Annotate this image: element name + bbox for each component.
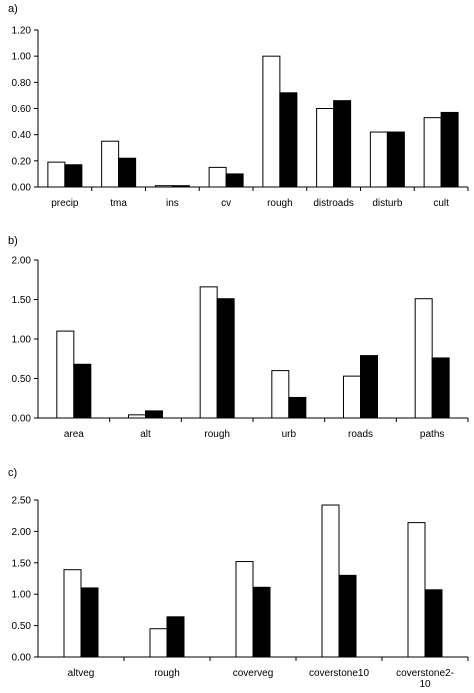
category-label: alt <box>140 429 151 440</box>
bar-black <box>279 92 298 188</box>
panel-label: b) <box>8 235 18 247</box>
y-tick-label: 2.00 <box>12 527 32 538</box>
bar-black <box>166 616 185 658</box>
bar-white <box>316 108 335 188</box>
bar-white <box>235 561 254 658</box>
y-tick-label: 0.80 <box>12 78 32 89</box>
bar-white <box>369 131 388 188</box>
bar-white <box>56 330 75 419</box>
bar-black <box>360 355 378 419</box>
panel-label: c) <box>8 467 17 479</box>
bar-black <box>288 396 307 419</box>
category-label: distroads <box>313 198 354 209</box>
bar-black <box>431 357 450 419</box>
category-label: area <box>64 429 84 440</box>
y-tick-label: 0.00 <box>12 183 32 194</box>
bar-white <box>414 298 433 419</box>
category-label: coverstone10 <box>309 668 369 679</box>
bar-white <box>343 375 361 419</box>
y-tick-label: 0.50 <box>12 374 32 385</box>
bar-black <box>64 164 83 188</box>
bar-black <box>216 298 235 419</box>
bar-black <box>440 111 459 188</box>
category-label: tma <box>110 198 127 209</box>
category-label: altveg <box>68 668 95 679</box>
bar-white <box>128 414 146 419</box>
bar-white <box>321 504 340 658</box>
chart-panel-2: b) 0.00 0.50 1.00 1.50 2.00 area alt rough urb roa… <box>8 235 469 440</box>
y-tick-label: 1.00 <box>12 335 32 346</box>
bar-black <box>386 131 405 188</box>
category-label: precip <box>51 198 79 209</box>
category-label: paths <box>420 429 444 440</box>
category-label: coverstone2-10 <box>396 668 454 690</box>
bar-white <box>423 117 442 188</box>
bar-white <box>208 166 227 188</box>
bar-black <box>424 589 443 658</box>
category-label: cv <box>221 198 231 209</box>
bar-black <box>252 586 271 658</box>
bar-black <box>225 173 244 188</box>
category-label: rough <box>154 668 180 679</box>
bar-black <box>73 363 92 419</box>
y-tick-label: 1.00 <box>12 590 32 601</box>
y-tick-label: 1.50 <box>12 558 32 569</box>
bar-white <box>262 55 281 188</box>
category-label: urb <box>282 429 297 440</box>
bar-black <box>80 587 99 658</box>
category-label: disturb <box>372 198 402 209</box>
y-tick-label: 0.50 <box>12 621 32 632</box>
y-tick-label: 1.00 <box>12 52 32 63</box>
bar-white <box>63 569 82 658</box>
category-label: coverveg <box>233 668 274 679</box>
panel-label: a) <box>8 3 18 15</box>
bar-white <box>271 370 290 419</box>
category-label: rough <box>267 198 293 209</box>
chart-panel-1: a) 0.00 0.20 0.40 0.60 0.80 1.00 1.20 precip tma i… <box>8 3 469 209</box>
category-label: rough <box>204 429 230 440</box>
bar-white <box>101 140 120 188</box>
y-tick-label: 1.20 <box>12 26 32 37</box>
bar-white <box>154 185 173 188</box>
y-tick-label: 0.00 <box>12 653 32 664</box>
y-tick-label: 0.40 <box>12 130 32 141</box>
bar-white <box>199 286 218 419</box>
y-tick-label: 2.50 <box>12 496 32 507</box>
bar-black <box>171 185 190 188</box>
bar-white <box>407 522 426 658</box>
bar-black <box>145 410 163 419</box>
y-tick-label: 0.00 <box>12 414 32 425</box>
y-tick-label: 1.50 <box>12 295 32 306</box>
bar-black <box>118 157 137 188</box>
y-tick-label: 2.00 <box>12 256 32 267</box>
y-tick-label: 0.20 <box>12 156 32 167</box>
bar-white <box>149 628 168 658</box>
y-tick-label: 0.60 <box>12 104 32 115</box>
category-label: ins <box>166 198 179 209</box>
category-label: cult <box>433 198 449 209</box>
category-label: roads <box>348 429 373 440</box>
bar-white <box>47 161 66 188</box>
bar-black <box>338 574 357 658</box>
chart-panel-3: c) 0.00 0.50 1.00 1.50 2.00 2.50 altveg rough cov… <box>8 467 469 690</box>
bar-black <box>333 100 352 188</box>
